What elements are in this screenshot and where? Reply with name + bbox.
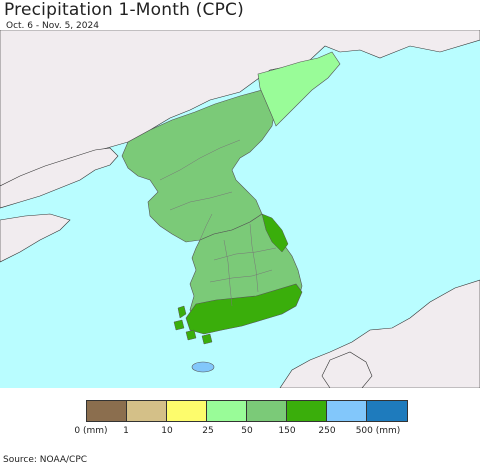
land-japan-kyushu	[321, 351, 373, 388]
land-china-west	[0, 147, 119, 209]
precipitation-map	[0, 30, 480, 388]
map-subtitle: Oct. 6 - Nov. 5, 2024	[6, 21, 99, 31]
legend-label-5: 150	[278, 426, 296, 436]
legend-swatch-6	[327, 401, 367, 421]
legend-label-1: 1	[123, 426, 129, 436]
region-east-coast-heavy	[261, 213, 289, 253]
legend-labels: 0 (mm) 1 10 25 50 150 250 500 (mm)	[0, 426, 480, 440]
islands-southwest	[173, 305, 213, 345]
legend-swatch-2	[167, 401, 207, 421]
province-borders	[159, 139, 277, 307]
legend-label-6: 250	[318, 426, 336, 436]
jeju-island	[191, 361, 215, 373]
legend-swatch-0	[87, 401, 127, 421]
legend-label-2: 10	[161, 426, 173, 436]
legend-swatch-7	[367, 401, 407, 421]
map-title: Precipitation 1-Month (CPC)	[4, 0, 244, 20]
legend-label-3: 25	[202, 426, 214, 436]
source-credit: Source: NOAA/CPC	[3, 455, 88, 465]
land-shandong	[0, 213, 71, 263]
region-north-korea	[121, 89, 276, 243]
map-canvas	[0, 30, 480, 388]
legend-label-7: 500 (mm)	[355, 426, 401, 436]
legend-swatch-1	[127, 401, 167, 421]
legend-bar	[86, 400, 408, 422]
legend-swatch-5	[287, 401, 327, 421]
region-south-coast-heavy	[185, 283, 303, 335]
legend-label-4: 50	[241, 426, 253, 436]
legend-swatch-4	[247, 401, 287, 421]
legend-swatch-3	[207, 401, 247, 421]
region-ne-light	[257, 51, 341, 127]
legend-label-0: 0 (mm)	[74, 426, 108, 436]
